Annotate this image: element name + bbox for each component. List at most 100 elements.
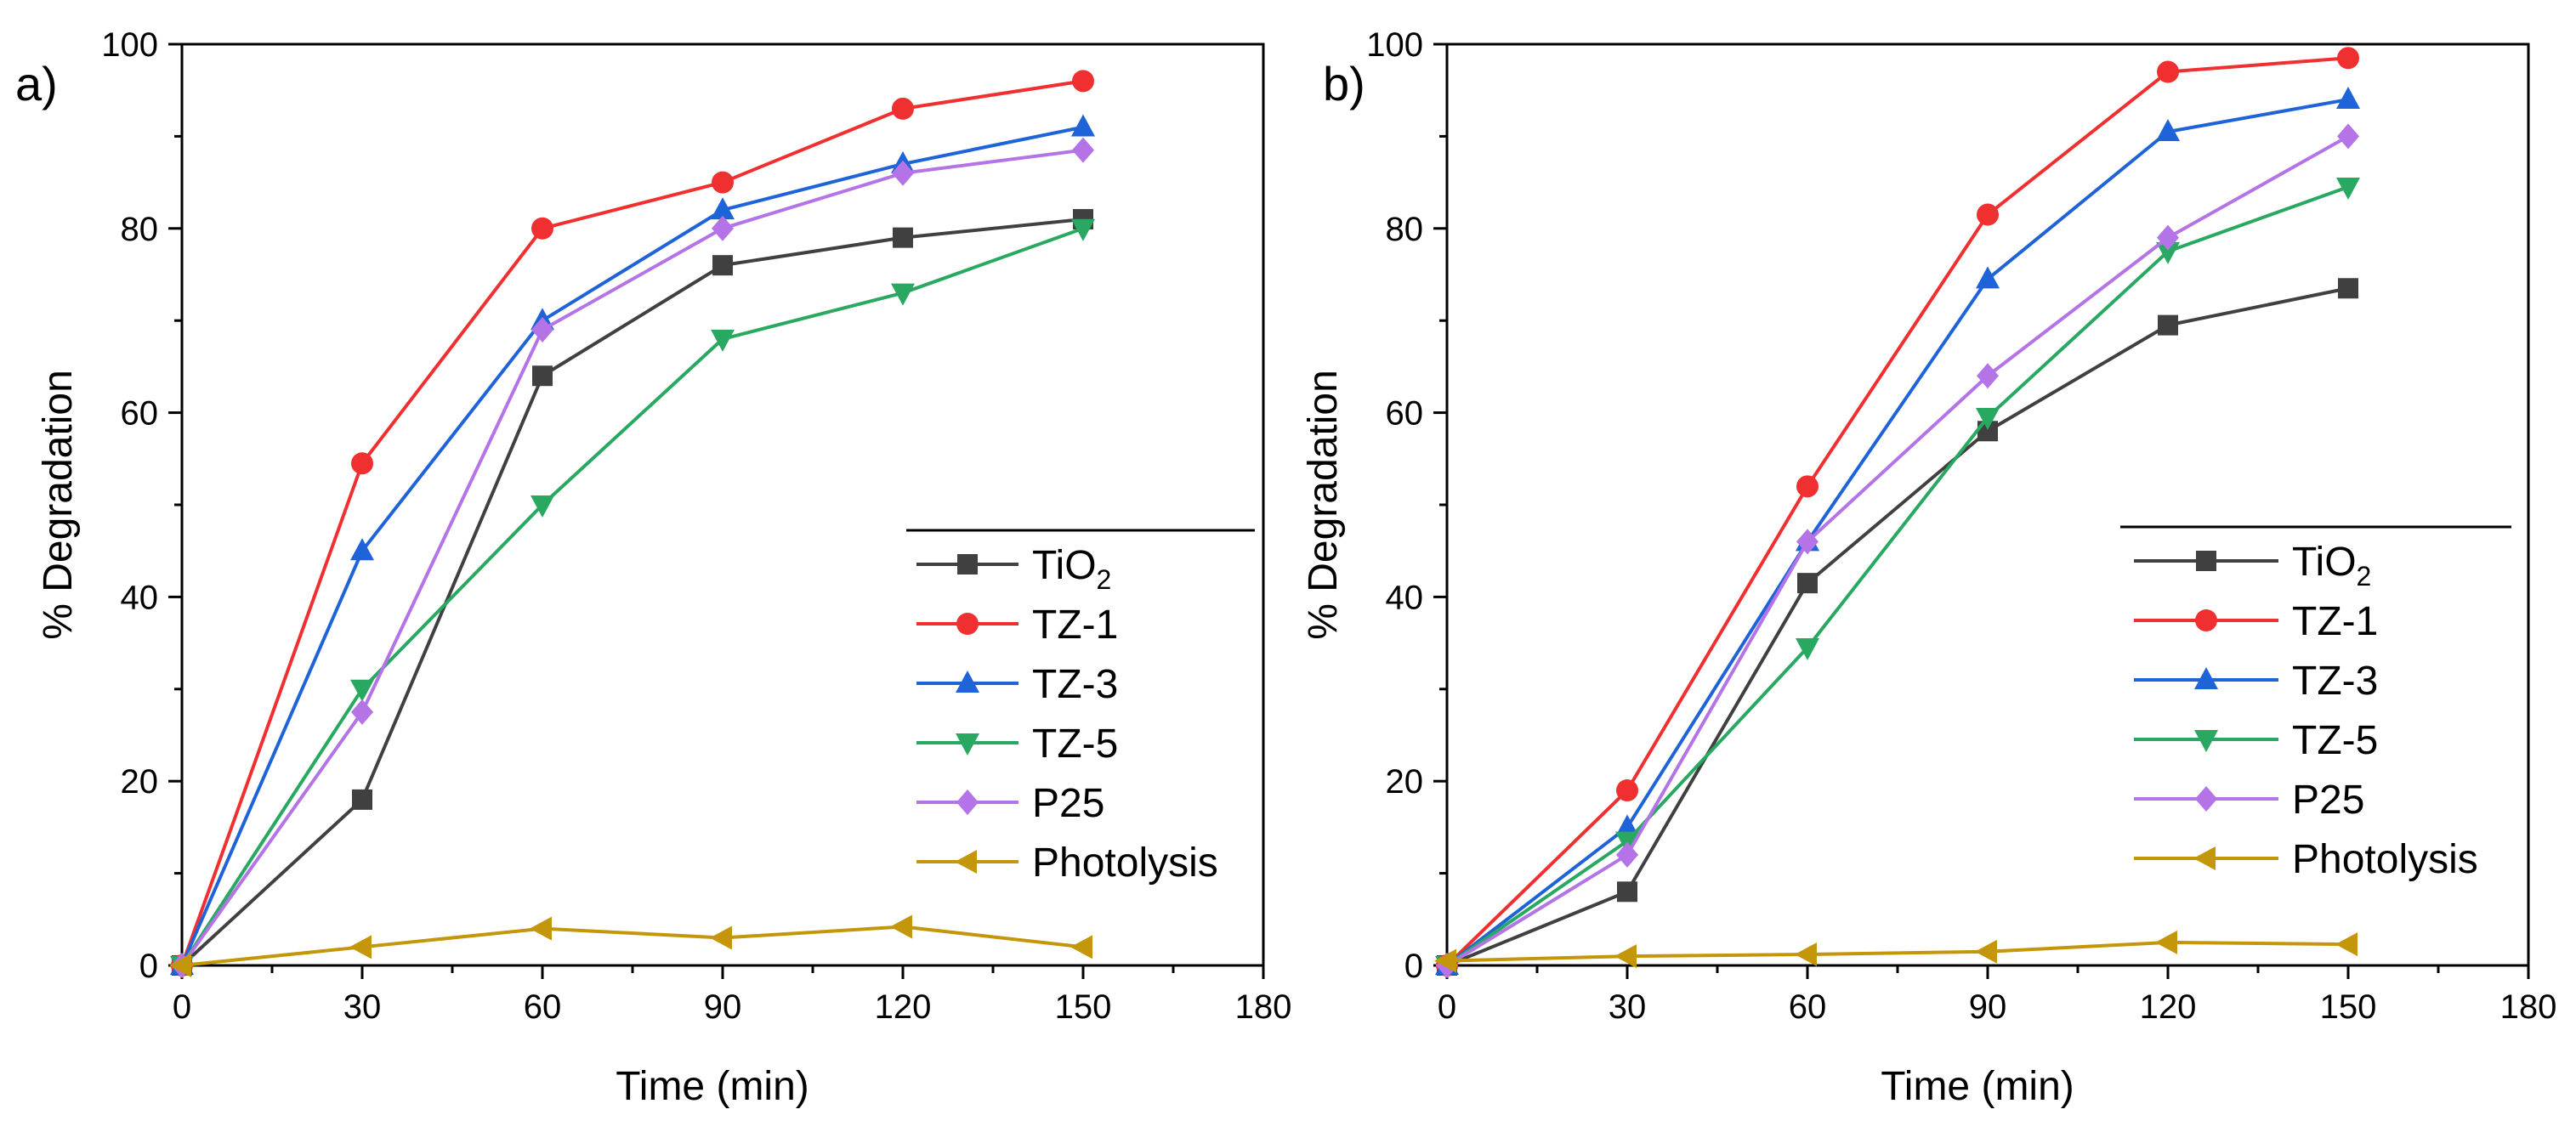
data-point	[893, 227, 913, 248]
legend-marker	[956, 790, 979, 815]
data-point	[1614, 944, 1637, 969]
legend-label: TZ-1	[2292, 599, 2378, 644]
data-point	[531, 495, 554, 518]
x-axis-title: Time (min)	[616, 1064, 809, 1109]
series-line	[180, 148, 1084, 967]
x-tick-label: 90	[704, 988, 742, 1026]
data-point	[891, 283, 915, 306]
x-tick-label: 30	[1609, 988, 1647, 1026]
x-tick-label: 150	[1055, 988, 1112, 1026]
legend-label: TZ-5	[2292, 718, 2378, 763]
x-tick-label: 120	[875, 988, 932, 1026]
data-point	[531, 317, 553, 343]
panel-label: b)	[1323, 57, 1365, 110]
data-point	[1975, 939, 1997, 964]
data-point	[1070, 935, 1092, 959]
x-tick-label: 150	[2320, 988, 2377, 1026]
data-point	[1796, 529, 1819, 555]
x-tick-label: 120	[2140, 988, 2197, 1026]
legend-entry: TZ-1	[916, 603, 1118, 648]
data-point	[2156, 118, 2180, 141]
legend-entry: Photolysis	[916, 841, 1218, 886]
x-axis-title: Time (min)	[1881, 1064, 2074, 1109]
legend-marker	[956, 671, 979, 693]
data-point	[1976, 408, 2000, 431]
data-point	[2337, 123, 2359, 150]
data-point	[1616, 779, 1638, 802]
legend-marker	[956, 733, 979, 756]
series-line	[180, 226, 1084, 967]
legend: TiO2 TZ-1 TZ-3 TZ-5 P25 Photolysis	[2120, 525, 2511, 882]
x-tick-label: 60	[1789, 988, 1827, 1026]
legend-label: TZ-1	[1032, 603, 1118, 648]
data-point	[2155, 930, 2177, 954]
series-tz-5	[170, 218, 1095, 978]
panel-label: a)	[15, 57, 58, 110]
data-point	[1617, 881, 1637, 903]
series-line	[1446, 940, 2349, 963]
data-point	[711, 197, 735, 220]
data-point	[2335, 932, 2358, 957]
data-point	[532, 365, 553, 387]
legend-label: Photolysis	[2292, 837, 2478, 882]
data-point	[892, 97, 914, 120]
data-point	[1796, 475, 1819, 498]
data-point	[2157, 224, 2179, 251]
y-tick-label: 20	[1386, 763, 1424, 801]
series-tio	[1437, 278, 2358, 976]
legend-marker	[2194, 730, 2218, 752]
series-line	[181, 925, 1084, 967]
y-tick-label: 20	[121, 763, 159, 801]
data-point	[2157, 60, 2179, 83]
legend-entry: P25	[2134, 778, 2364, 823]
series-line	[1446, 286, 2349, 967]
legend-marker	[957, 554, 978, 574]
y-tick-label: 0	[139, 948, 158, 985]
plot-frame	[1445, 42, 2530, 967]
legend-entry: TZ-5	[2134, 718, 2378, 763]
series-line	[1445, 56, 2349, 967]
y-tick-label: 0	[1404, 948, 1423, 985]
x-tick-label: 0	[1438, 988, 1456, 1026]
y-axis-title: % Degradation	[36, 370, 81, 640]
y-tick-label: 60	[1386, 395, 1424, 433]
data-point	[2336, 87, 2360, 110]
data-point	[712, 171, 734, 194]
data-point	[2338, 278, 2358, 299]
legend-entry: TZ-1	[2134, 599, 2378, 644]
data-point	[2156, 241, 2180, 264]
y-tick-label: 100	[101, 26, 158, 64]
data-point	[1072, 70, 1094, 93]
x-tick-label: 180	[2500, 988, 2557, 1026]
data-point	[1434, 948, 1456, 973]
data-point	[1072, 137, 1094, 163]
legend-entry: TZ-5	[916, 722, 1118, 767]
legend-label: TiO2	[2292, 540, 2371, 591]
data-point	[1071, 218, 1095, 241]
data-point	[1977, 363, 1999, 389]
data-point	[350, 679, 374, 702]
legend-marker	[2195, 786, 2217, 812]
data-point	[890, 914, 912, 939]
data-point	[711, 329, 735, 352]
data-point	[2336, 178, 2360, 201]
legend: TiO2 TZ-1 TZ-3 TZ-5 P25 Photolysis	[906, 529, 1255, 886]
y-tick-label: 80	[121, 211, 159, 248]
legend-entry: TiO2	[2134, 540, 2371, 591]
series-line	[180, 79, 1084, 966]
series-photolysis	[169, 914, 1092, 977]
data-point	[2337, 47, 2359, 70]
legend-label: P25	[2292, 778, 2364, 823]
legend-label: TZ-3	[1032, 662, 1118, 707]
x-tick-label: 180	[1235, 988, 1292, 1026]
legend-label-subscript: 2	[1097, 564, 1112, 595]
y-tick-label: 80	[1386, 211, 1424, 248]
y-tick-label: 60	[121, 395, 159, 433]
data-point	[1071, 114, 1095, 137]
y-tick-label: 40	[1386, 579, 1424, 616]
data-point	[1616, 841, 1638, 868]
data-point	[350, 538, 374, 561]
legend-entry: TZ-3	[916, 662, 1118, 707]
data-point	[351, 699, 373, 725]
